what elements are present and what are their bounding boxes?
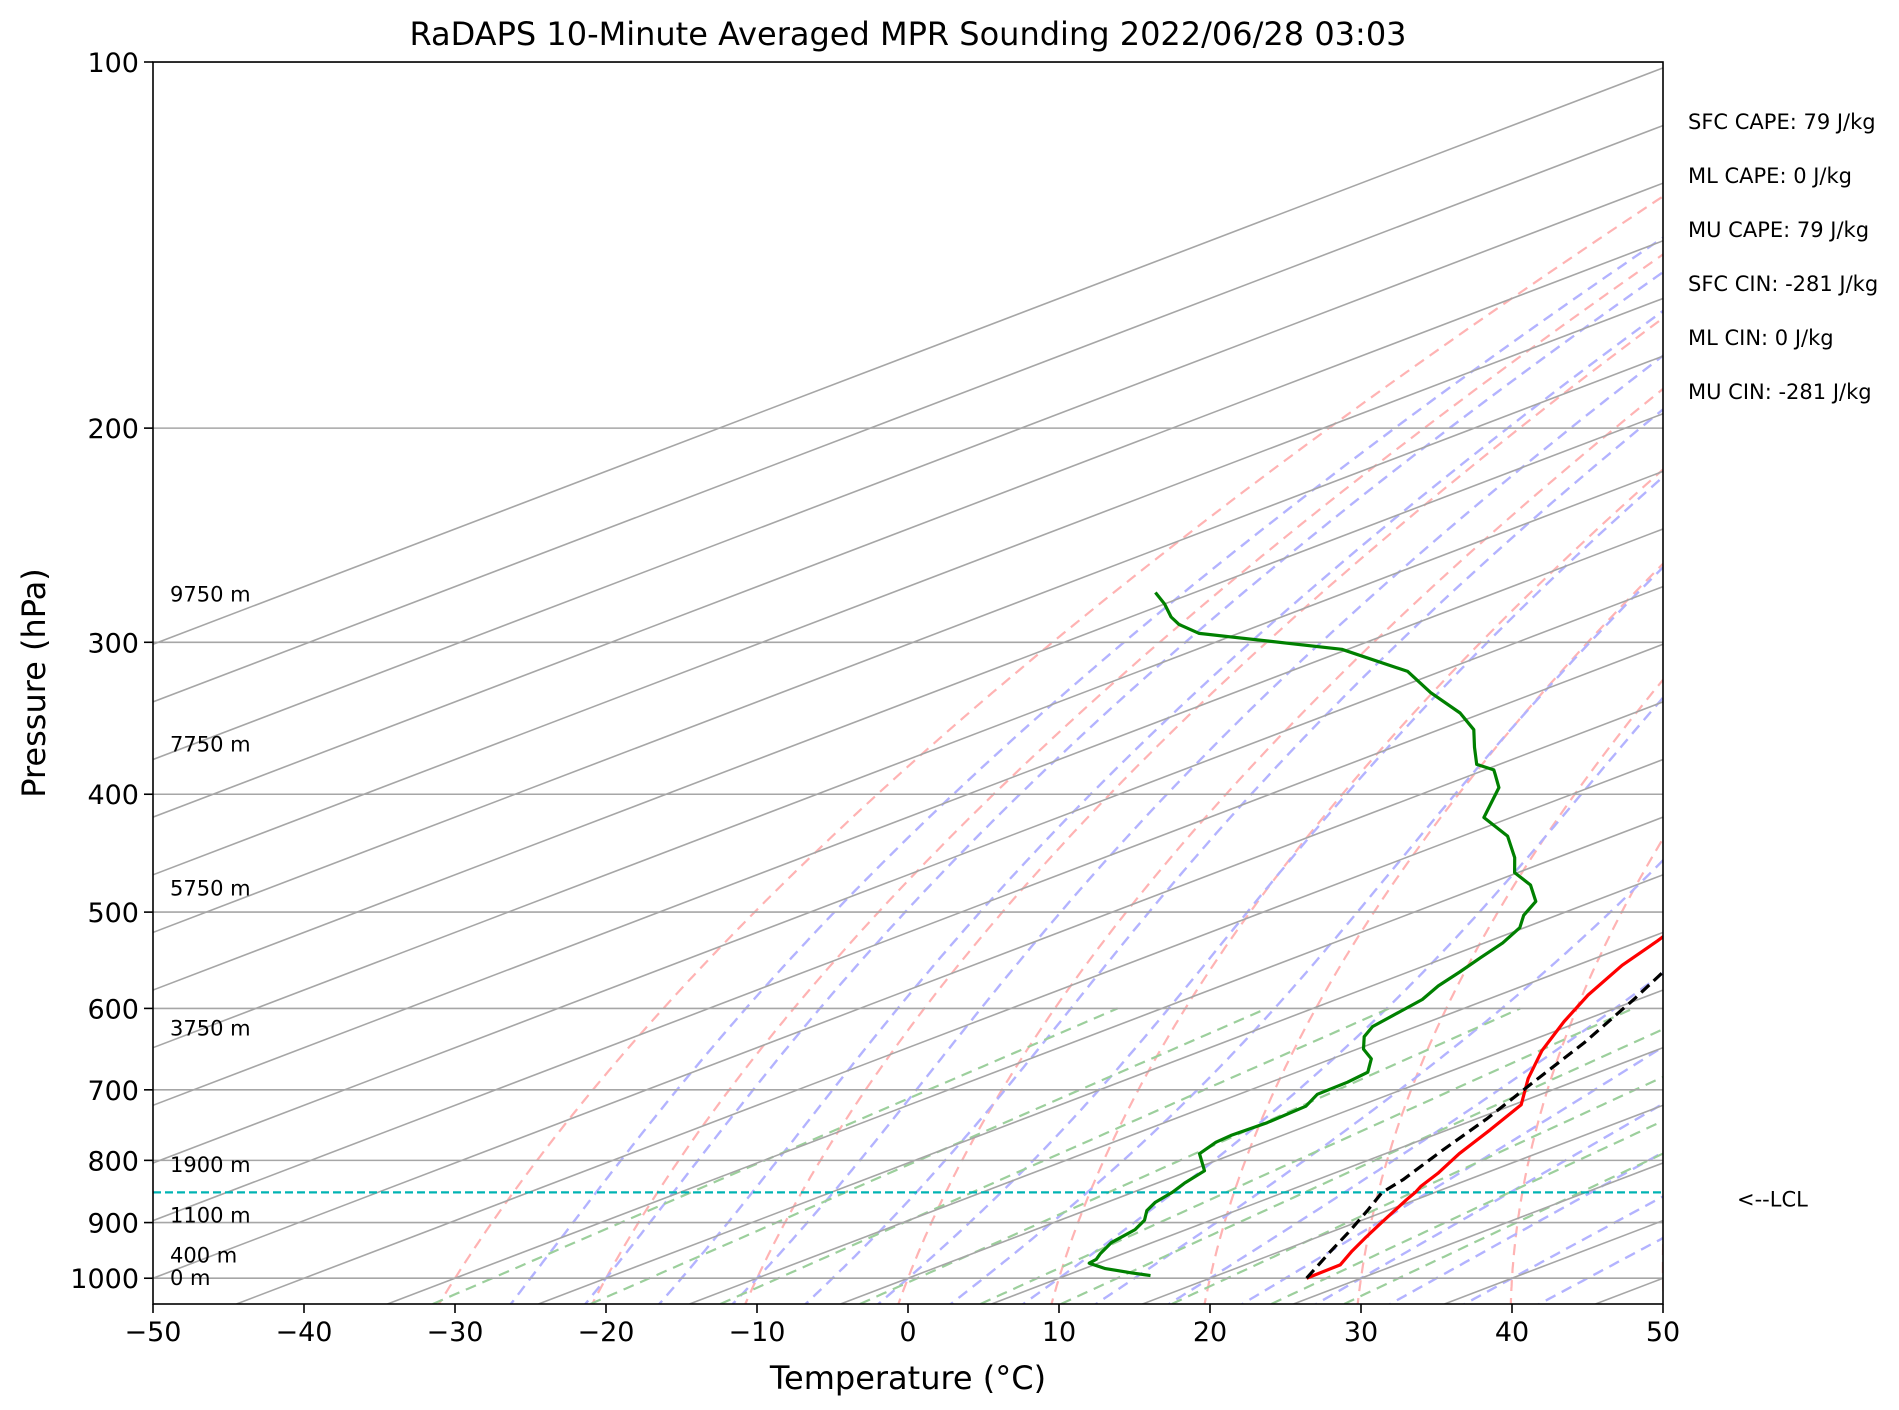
x-tick-label: 10: [1042, 1317, 1076, 1348]
x-axis-title: Temperature (°C): [769, 1359, 1046, 1397]
y-tick-label: 900: [87, 1209, 139, 1240]
y-tick-label: 500: [87, 898, 139, 929]
x-tick-label: 0: [899, 1317, 916, 1348]
y-tick-label: 1000: [70, 1264, 139, 1295]
y-tick-label: 100: [87, 48, 139, 79]
x-tick-label: 40: [1495, 1317, 1529, 1348]
x-tick-label: −10: [729, 1317, 786, 1348]
height-label: 400 m: [170, 1244, 237, 1268]
height-label: 9750 m: [170, 582, 251, 606]
y-tick-label: 800: [87, 1146, 139, 1177]
index-label: MU CAPE: 79 J/kg: [1688, 218, 1869, 242]
height-label: 1100 m: [170, 1203, 251, 1227]
height-label: 5750 m: [170, 876, 251, 900]
index-label: ML CAPE: 0 J/kg: [1688, 164, 1852, 188]
y-tick-label: 300: [87, 628, 139, 659]
height-label: 1900 m: [170, 1153, 251, 1177]
x-tick-label: −30: [427, 1317, 484, 1348]
x-tick-label: −20: [578, 1317, 635, 1348]
lcl-label: <--LCL: [1737, 1187, 1808, 1211]
height-label: 7750 m: [170, 732, 251, 756]
x-tick-label: 30: [1344, 1317, 1378, 1348]
chart-title: RaDAPS 10-Minute Averaged MPR Sounding 2…: [409, 15, 1406, 53]
y-tick-label: 700: [87, 1076, 139, 1107]
y-axis-title: Pressure (hPa): [15, 568, 53, 798]
index-label: MU CIN: -281 J/kg: [1688, 380, 1872, 404]
x-tick-label: −50: [125, 1317, 182, 1348]
height-label: 0 m: [170, 1266, 211, 1290]
y-tick-label: 400: [87, 780, 139, 811]
y-tick-label: 200: [87, 414, 139, 445]
index-label: SFC CAPE: 79 J/kg: [1688, 110, 1876, 134]
y-tick-label: 600: [87, 994, 139, 1025]
x-tick-label: 50: [1646, 1317, 1680, 1348]
index-label: SFC CIN: -281 J/kg: [1688, 272, 1878, 296]
index-label: ML CIN: 0 J/kg: [1688, 326, 1834, 350]
height-label: 3750 m: [170, 1016, 251, 1040]
x-tick-label: 20: [1193, 1317, 1227, 1348]
x-tick-label: −40: [276, 1317, 333, 1348]
